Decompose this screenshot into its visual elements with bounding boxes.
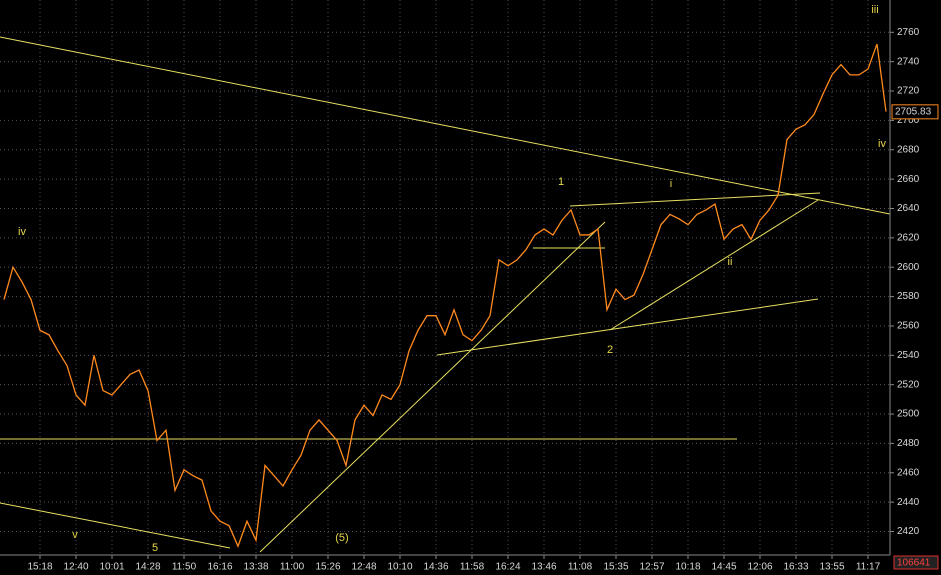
x-tick-label: 13:46 bbox=[531, 562, 556, 573]
y-tick-label: 2440 bbox=[897, 497, 920, 508]
x-tick-label: 12:06 bbox=[747, 562, 772, 573]
trend-line bbox=[436, 298, 819, 356]
y-tick-label: 2460 bbox=[897, 467, 920, 478]
x-tick-label: 11:58 bbox=[460, 562, 485, 573]
trend-line bbox=[0, 36, 891, 215]
wave-label: v bbox=[72, 529, 78, 541]
trend-lines bbox=[0, 36, 891, 553]
wave-label: i bbox=[670, 178, 672, 190]
x-tick-label: 14:28 bbox=[135, 562, 160, 573]
y-tick-label: 2620 bbox=[897, 232, 920, 243]
x-tick-label: 11:00 bbox=[280, 562, 305, 573]
y-tick-label: 2640 bbox=[897, 203, 920, 214]
wave-label: iii bbox=[871, 4, 878, 16]
wave-label: iv bbox=[878, 138, 886, 150]
x-tick-label: 14:36 bbox=[423, 562, 448, 573]
x-tick-label: 10:18 bbox=[675, 562, 700, 573]
y-tick-label: 2580 bbox=[897, 291, 920, 302]
y-tick-label: 2500 bbox=[897, 409, 920, 420]
x-tick-label: 14:45 bbox=[711, 562, 736, 573]
x-tick-label: 15:18 bbox=[27, 562, 52, 573]
wave-label: (5) bbox=[335, 532, 348, 544]
trend-line bbox=[0, 502, 231, 549]
x-tick-label: 15:35 bbox=[603, 562, 628, 573]
y-tick-label: 2680 bbox=[897, 144, 920, 155]
x-tick-label: 16:16 bbox=[207, 562, 232, 573]
y-tick-label: 2540 bbox=[897, 350, 920, 361]
last-price-label: 2705.83 bbox=[895, 106, 932, 117]
x-tick-label: 10:10 bbox=[387, 562, 412, 573]
y-tick-label: 2560 bbox=[897, 321, 920, 332]
y-tick-label: 2600 bbox=[897, 262, 920, 273]
x-tick-label: 10:01 bbox=[99, 562, 124, 573]
x-tick-label: 12:57 bbox=[639, 562, 664, 573]
x-tick-label: 16:33 bbox=[783, 562, 808, 573]
trend-line bbox=[259, 221, 606, 553]
last-price-box bbox=[891, 104, 939, 120]
y-tick-label: 2700 bbox=[897, 115, 920, 126]
last-volume-label: 106641 bbox=[897, 558, 931, 569]
y-tick-label: 2740 bbox=[897, 56, 920, 67]
x-tick-label: 13:38 bbox=[243, 562, 268, 573]
y-tick-label: 2660 bbox=[897, 174, 920, 185]
x-tick-label: 12:40 bbox=[63, 562, 88, 573]
x-tick-label: 13:55 bbox=[819, 562, 844, 573]
y-tick-label: 2420 bbox=[897, 526, 920, 537]
x-tick-label: 16:24 bbox=[495, 562, 520, 573]
last-volume-box bbox=[893, 555, 939, 570]
y-tick-label: 2480 bbox=[897, 438, 920, 449]
price-line bbox=[3, 43, 887, 548]
wave-label: 2 bbox=[607, 344, 613, 356]
x-tick-label: 15:26 bbox=[315, 562, 340, 573]
y-tick-label: 2720 bbox=[897, 86, 920, 97]
wave-label: iv bbox=[18, 226, 26, 238]
trend-line bbox=[609, 199, 819, 331]
x-tick-label: 11:08 bbox=[568, 562, 593, 573]
y-tick-label: 2760 bbox=[897, 27, 920, 38]
wave-label: 5 bbox=[152, 542, 158, 554]
grid bbox=[0, 0, 890, 555]
x-tick-label: 12:48 bbox=[351, 562, 376, 573]
wave-label: 1 bbox=[558, 176, 564, 188]
x-tick-label: 11:17 bbox=[856, 562, 881, 573]
wave-label: ii bbox=[728, 256, 733, 268]
x-tick-label: 11:50 bbox=[172, 562, 197, 573]
y-tick-label: 2520 bbox=[897, 379, 920, 390]
